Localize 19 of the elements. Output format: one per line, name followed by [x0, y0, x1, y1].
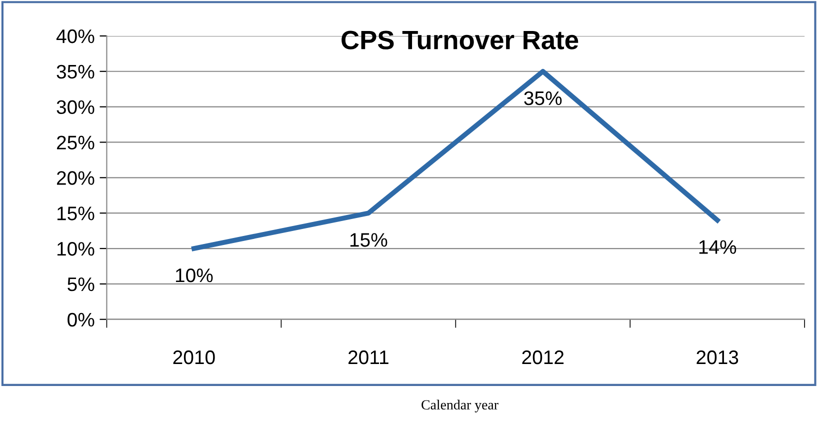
y-tick-label: 10% — [57, 242, 94, 256]
y-tick-label: 0% — [68, 312, 94, 327]
chart-title: CPS Turnover Rate — [342, 30, 578, 50]
x-axis-title: Calendar year — [422, 400, 498, 412]
x-tick-label: 2011 — [348, 350, 388, 364]
y-tick-label: 20% — [56, 171, 94, 185]
x-tick-label: 2012 — [522, 350, 564, 364]
y-tick-label: 40% — [56, 29, 94, 44]
data-label: 35% — [524, 91, 562, 106]
y-tick-label: 25% — [56, 136, 94, 150]
data-label: 15% — [350, 233, 388, 247]
x-tick-label: 2010 — [173, 350, 215, 364]
y-tick-label: 30% — [56, 100, 94, 114]
y-tick-label: 35% — [56, 64, 94, 79]
x-tick-label: 2013 — [696, 350, 738, 364]
y-tick-label: 15% — [57, 206, 94, 220]
data-label: 10% — [176, 268, 213, 282]
data-label: 14% — [699, 240, 736, 254]
y-tick-label: 5% — [68, 277, 94, 292]
